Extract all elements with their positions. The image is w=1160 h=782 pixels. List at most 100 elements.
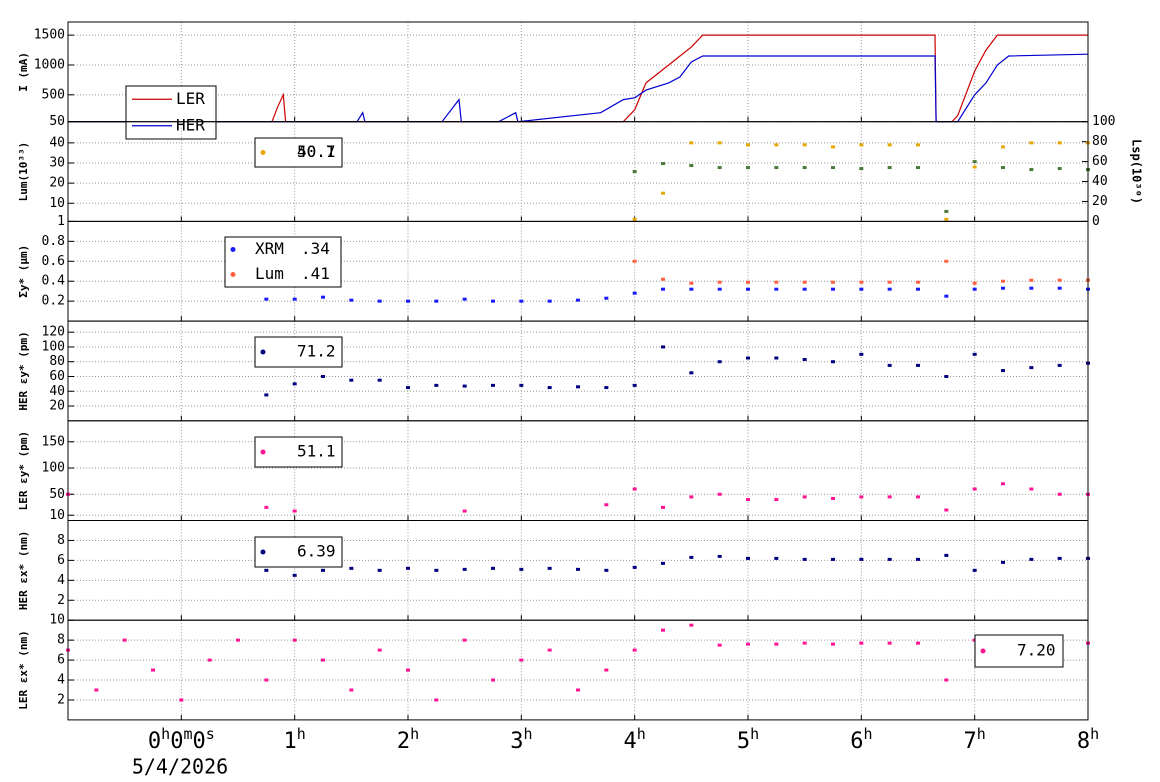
data-point (576, 298, 580, 302)
data-point (1001, 279, 1005, 283)
data-point (576, 567, 580, 571)
x-tick-label: 8h (1077, 724, 1099, 754)
data-point (831, 287, 835, 291)
data-point (604, 386, 609, 390)
y2-axis-label: Lsp(10³⁰) (1130, 139, 1144, 204)
data-point (802, 143, 807, 147)
data-point (462, 509, 467, 513)
legend-label: 50.7 (297, 142, 336, 161)
y-tick-label: 1 (57, 214, 65, 229)
data-point (831, 360, 835, 364)
data-point (916, 166, 920, 170)
data-point (746, 166, 750, 170)
data-point (689, 623, 694, 627)
data-point (377, 378, 382, 382)
data-point (321, 658, 325, 662)
data-point (916, 280, 920, 284)
data-point (887, 280, 892, 284)
data-point (406, 299, 410, 303)
data-point (831, 145, 835, 149)
legend-box (254, 536, 343, 568)
data-point (491, 299, 495, 303)
legend-box (254, 137, 343, 168)
data-point (661, 162, 665, 166)
y2-tick-label: 40 (1092, 174, 1108, 189)
y-axis-label: LER εy* (pm) (17, 431, 30, 510)
y-tick-label: 50 (49, 487, 65, 502)
data-point (632, 487, 637, 491)
y-tick-label: 1000 (34, 57, 65, 72)
data-point (689, 164, 694, 168)
data-point (887, 495, 892, 499)
data-point (859, 143, 864, 147)
y-tick-label: 0.2 (42, 294, 65, 309)
data-point (632, 383, 637, 387)
legend-box (224, 236, 342, 288)
y-tick-label: 40 (49, 384, 65, 399)
data-point (746, 287, 750, 291)
data-point (519, 567, 524, 571)
y-tick-label: 8 (57, 533, 65, 548)
data-point (689, 495, 694, 499)
data-point (831, 166, 835, 170)
data-point (264, 505, 269, 509)
data-point (406, 668, 410, 672)
data-point (264, 568, 269, 572)
data-point (689, 141, 694, 145)
y-axis-label: LER εx* (nm) (17, 630, 30, 709)
data-point (519, 299, 524, 303)
data-point (434, 698, 439, 702)
data-point (802, 495, 807, 499)
data-point (1029, 286, 1034, 290)
y-tick-label: 150 (42, 434, 65, 449)
data-point (349, 688, 354, 692)
y-tick-label: 50 (49, 114, 65, 129)
data-point (661, 287, 665, 291)
data-point (717, 554, 722, 558)
data-point (1057, 556, 1062, 560)
legend-label: 7.20 (1017, 641, 1056, 660)
legend-label: 51.1 (297, 442, 336, 461)
data-point (717, 280, 722, 284)
y-tick-label: 60 (49, 369, 65, 384)
data-point (1001, 166, 1005, 170)
data-point (632, 259, 637, 263)
data-point (491, 566, 495, 570)
data-point (1001, 560, 1005, 564)
legend-label: Lum (255, 264, 284, 283)
data-point (519, 383, 524, 387)
data-point (1001, 145, 1005, 149)
data-point (661, 505, 665, 509)
data-point (406, 566, 410, 570)
y-tick-label: 10 (49, 508, 65, 523)
legend-box (254, 336, 343, 368)
data-point (1029, 487, 1034, 491)
data-point (1057, 141, 1062, 145)
y-tick-label: 4 (57, 573, 65, 588)
data-point (717, 360, 722, 364)
data-point (292, 382, 297, 386)
data-point (547, 566, 552, 570)
data-point (859, 280, 864, 284)
data-point (972, 160, 977, 164)
data-point (944, 294, 949, 298)
data-point (1001, 286, 1005, 290)
data-point (547, 386, 552, 390)
data-point (944, 209, 949, 213)
y2-tick-label: 0 (1092, 214, 1100, 229)
data-point (547, 299, 552, 303)
data-point (604, 668, 609, 672)
data-point (321, 374, 325, 378)
data-point (1001, 482, 1005, 486)
data-point (292, 573, 297, 577)
data-point (377, 299, 382, 303)
legend-label: 71.2 (297, 342, 336, 361)
data-point (717, 166, 722, 170)
data-point (434, 568, 439, 572)
y-tick-label: 6 (57, 553, 65, 568)
data-point (887, 143, 892, 147)
y-tick-label: 500 (42, 87, 65, 102)
y-tick-label: 20 (49, 176, 65, 191)
y-tick-label: 6 (57, 653, 65, 668)
